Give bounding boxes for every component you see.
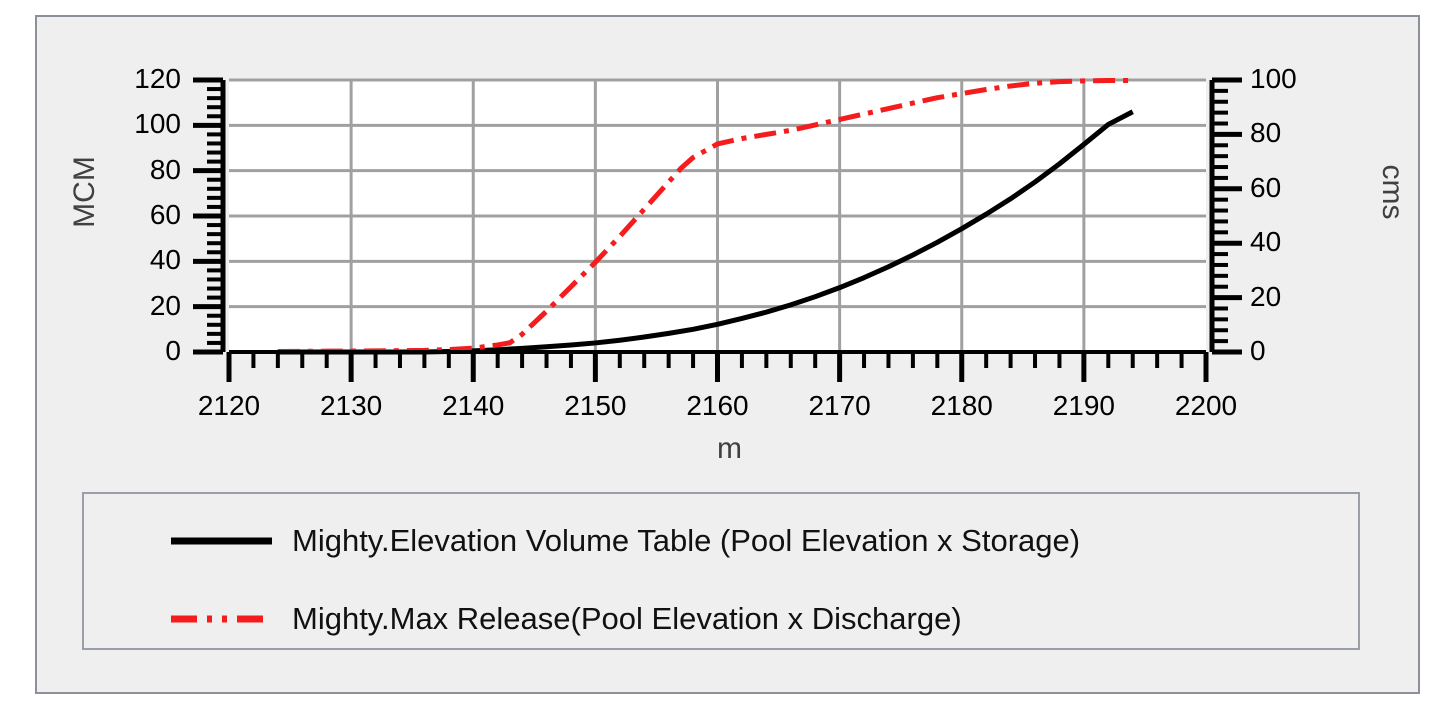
x-axis-title: m (717, 432, 742, 465)
x-axis-tick-label: 2130 (319, 390, 383, 421)
legend-label: Mighty.Max Release(Pool Elevation x Disc… (292, 601, 962, 636)
y-axis-right-tick-label: 0 (1250, 335, 1266, 366)
x-axis-tick-label: 2170 (808, 390, 871, 421)
series-line (277, 78, 1133, 354)
legend-label: Mighty.Elevation Volume Table (Pool Elev… (292, 523, 1081, 558)
plot-svg (193, 77, 1242, 382)
legend-swatch-dash-dot-line-icon (169, 609, 274, 629)
chart-panel: MCM cms m 0 20 40 60 80 100 120 0 20 40 60 80 100 212… (35, 15, 1420, 694)
y-axis-right-tick-label: 60 (1250, 171, 1282, 203)
y-axis-left-tick-label: 100 (134, 108, 181, 140)
x-axis-tick-label: 2150 (564, 390, 627, 421)
legend-entry-elevation-volume-table: Mighty.Elevation Volume Table (Pool Elev… (84, 512, 1358, 570)
x-axis-tick-label: 2190 (1052, 390, 1116, 421)
y-axis-left-tick-label: 20 (149, 289, 181, 321)
legend-swatch-solid-line-icon (169, 531, 274, 551)
plot-region: MCM cms m 0 20 40 60 80 100 120 0 20 40 60 80 100 212… (37, 17, 1422, 472)
x-axis-tick-label: 2180 (930, 390, 993, 421)
chart-legend: Mighty.Elevation Volume Table (Pool Elev… (82, 492, 1360, 650)
y-axis-left-title: MCM (68, 156, 101, 228)
legend-entry-max-release: Mighty.Max Release(Pool Elevation x Disc… (84, 590, 1358, 648)
y-axis-left-tick-label: 0 (165, 335, 181, 366)
y-axis-right-title: cms (1376, 164, 1409, 220)
x-axis-tick-label: 2120 (197, 390, 261, 421)
y-axis-left-tick-label: 40 (149, 244, 181, 276)
y-axis-left-tick-label: 80 (149, 153, 181, 185)
y-axis-right-tick-label: 100 (1250, 63, 1297, 94)
y-axis-right-tick-label: 20 (1250, 280, 1282, 312)
x-axis-tick-label: 2200 (1174, 390, 1238, 421)
x-axis-tick-label: 2160 (686, 390, 749, 421)
y-axis-right-tick-label: 40 (1250, 226, 1282, 258)
x-axis-tick-label: 2140 (442, 390, 505, 421)
y-axis-left-tick-label: 120 (134, 63, 181, 94)
y-axis-left-tick-label: 60 (149, 199, 181, 230)
y-axis-right-tick-label: 80 (1250, 117, 1282, 149)
